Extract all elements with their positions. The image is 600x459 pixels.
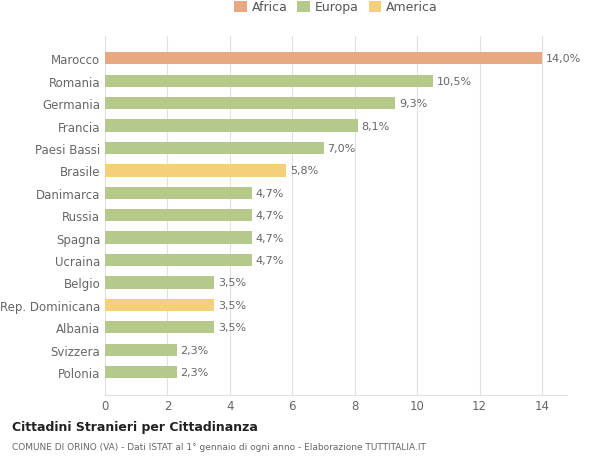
Bar	[105, 165, 286, 177]
Text: 2,3%: 2,3%	[181, 367, 209, 377]
Bar	[105, 344, 177, 356]
Legend: Africa, Europa, America: Africa, Europa, America	[229, 0, 443, 19]
Text: 4,7%: 4,7%	[256, 211, 284, 221]
Text: 9,3%: 9,3%	[399, 99, 427, 109]
Text: 3,5%: 3,5%	[218, 278, 246, 288]
Text: 4,7%: 4,7%	[256, 256, 284, 265]
Text: 4,7%: 4,7%	[256, 233, 284, 243]
Text: 14,0%: 14,0%	[546, 54, 581, 64]
Bar	[105, 120, 358, 132]
Bar	[105, 321, 214, 334]
Text: 7,0%: 7,0%	[327, 144, 356, 154]
Bar	[105, 53, 542, 65]
Bar	[105, 232, 252, 244]
Text: 3,5%: 3,5%	[218, 323, 246, 333]
Bar	[105, 366, 177, 379]
Text: 8,1%: 8,1%	[362, 121, 390, 131]
Bar	[105, 210, 252, 222]
Text: Cittadini Stranieri per Cittadinanza: Cittadini Stranieri per Cittadinanza	[12, 420, 258, 433]
Text: 2,3%: 2,3%	[181, 345, 209, 355]
Bar	[105, 254, 252, 267]
Bar	[105, 98, 395, 110]
Text: 10,5%: 10,5%	[437, 77, 472, 86]
Bar	[105, 187, 252, 200]
Text: COMUNE DI ORINO (VA) - Dati ISTAT al 1° gennaio di ogni anno - Elaborazione TUTT: COMUNE DI ORINO (VA) - Dati ISTAT al 1° …	[12, 442, 426, 451]
Text: 4,7%: 4,7%	[256, 188, 284, 198]
Bar	[105, 299, 214, 311]
Text: 3,5%: 3,5%	[218, 300, 246, 310]
Bar	[105, 142, 323, 155]
Bar	[105, 277, 214, 289]
Bar	[105, 75, 433, 88]
Text: 5,8%: 5,8%	[290, 166, 318, 176]
